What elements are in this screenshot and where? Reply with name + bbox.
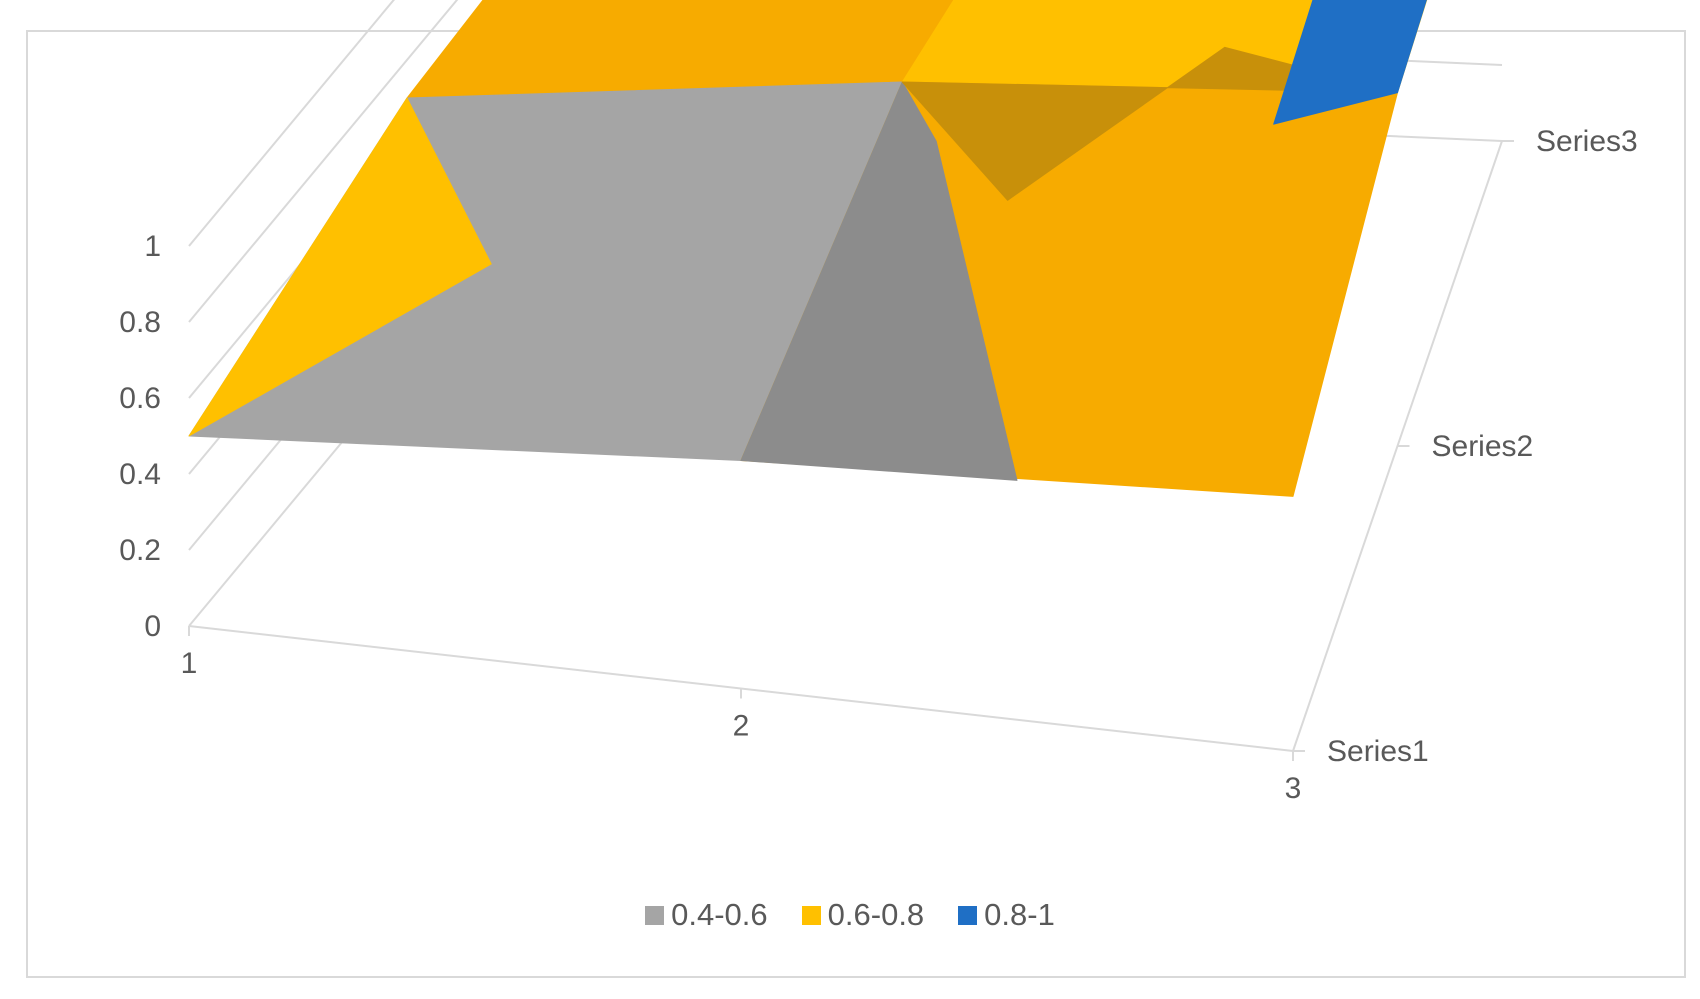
axes: [188, 140, 1514, 761]
legend-swatch: [958, 905, 978, 925]
legend-item: 0.4-0.6: [645, 897, 768, 933]
surface-patch-front-high: [1273, 0, 1427, 125]
x-tick-label: 2: [733, 710, 750, 743]
legend-label: 0.4-0.6: [671, 897, 768, 932]
legend-label: 0.6-0.8: [827, 897, 925, 932]
depth-tick-label: Series3: [1536, 125, 1638, 158]
legend: 0.4-0.6 0.6-0.8 0.8-1: [0, 895, 1700, 935]
gridline-z-0.8: [188, 0, 459, 323]
legend-swatch: [645, 905, 665, 925]
tick-labels: 0 0.2 0.4 0.6 0.8 1 1 2 3 Series1 Series2 Series3: [119, 125, 1637, 805]
surface-patch-front-left-band: [188, 97, 492, 437]
z-tick-label: 0.2: [119, 534, 161, 567]
z-tick-label: 1: [144, 230, 161, 263]
z-tick-label: 0: [144, 610, 161, 643]
legend-item: 0.8-1: [958, 897, 1055, 933]
depth-tick-label: Series1: [1327, 735, 1429, 768]
z-tick-label: 0.6: [119, 382, 161, 415]
z-tick-label: 0.8: [119, 306, 161, 339]
x-tick-label: 1: [181, 647, 198, 680]
legend-swatch: [801, 905, 821, 925]
surface-patch-front-mid-shade: [740, 81, 1018, 481]
legend-label: 0.8-1: [984, 897, 1055, 932]
x-tick-label: 3: [1285, 772, 1302, 805]
z-tick-label: 0.4: [119, 458, 161, 491]
legend-item: 0.6-0.8: [801, 897, 925, 933]
depth-tick-label: Series2: [1432, 430, 1534, 463]
surface-plot: [188, 0, 1428, 497]
gridline-z-1: [188, 0, 395, 247]
